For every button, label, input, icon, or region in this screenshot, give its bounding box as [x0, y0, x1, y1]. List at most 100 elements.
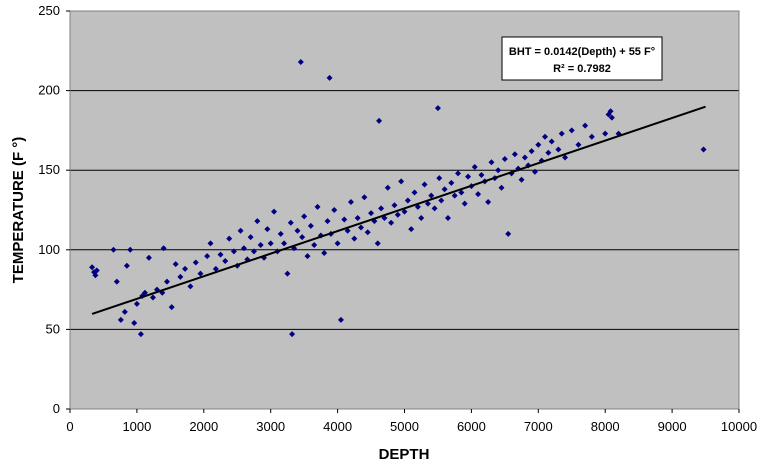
data-point: [121, 308, 128, 315]
data-point: [284, 270, 291, 277]
data-point: [398, 178, 405, 185]
data-point: [351, 235, 358, 242]
data-point: [428, 192, 435, 199]
data-point: [187, 283, 194, 290]
data-point: [307, 222, 314, 229]
y-tick-label: 200: [38, 83, 60, 98]
data-point: [401, 208, 408, 215]
x-tick-label: 0: [66, 419, 73, 434]
data-point: [137, 331, 144, 338]
data-point: [172, 261, 179, 268]
data-point: [485, 199, 492, 206]
data-point: [164, 278, 171, 285]
data-point: [304, 253, 311, 260]
data-point: [575, 141, 582, 148]
x-tick-label: 6000: [457, 419, 486, 434]
data-point: [160, 245, 167, 252]
data-point: [145, 254, 152, 261]
data-point: [197, 270, 204, 277]
data-point: [212, 265, 219, 272]
data-point: [204, 253, 211, 260]
data-point: [545, 149, 552, 156]
data-point: [518, 176, 525, 183]
data-point: [465, 173, 472, 180]
data-point: [436, 175, 443, 182]
data-point: [364, 229, 371, 236]
data-point: [388, 219, 395, 226]
data-point: [311, 242, 318, 249]
data-point: [334, 240, 341, 247]
x-tick-label: 2000: [189, 419, 218, 434]
data-point: [441, 186, 448, 193]
data-point: [294, 227, 301, 234]
data-point: [358, 224, 365, 231]
data-point: [404, 197, 411, 204]
data-point: [374, 240, 381, 247]
data-point: [568, 127, 575, 134]
data-point: [192, 259, 199, 266]
data-point: [541, 133, 548, 140]
data-point: [257, 242, 264, 249]
data-point: [495, 167, 502, 174]
data-point: [488, 159, 495, 166]
data-point: [602, 130, 609, 137]
data-point: [127, 246, 134, 253]
data-point: [222, 257, 229, 264]
data-point: [411, 189, 418, 196]
data-point: [498, 184, 505, 191]
data-point: [250, 248, 257, 255]
data-point: [434, 105, 441, 112]
data-point: [331, 207, 338, 213]
data-point: [608, 114, 615, 121]
data-point: [182, 265, 189, 272]
data-point: [408, 226, 415, 233]
y-tick-labels: 0 50 100 150 200 250: [38, 3, 70, 416]
data-point: [207, 240, 214, 247]
data-point: [230, 248, 237, 255]
y-tick-label: 150: [38, 162, 60, 177]
data-point: [177, 273, 184, 280]
data-point: [478, 171, 485, 178]
data-point: [391, 202, 398, 209]
data-point: [458, 189, 465, 196]
data-point: [110, 246, 117, 253]
data-point: [289, 331, 296, 338]
data-point: [451, 192, 458, 199]
x-tick-label: 10000: [721, 419, 757, 434]
x-tick-label: 1000: [122, 419, 151, 434]
data-point: [528, 148, 535, 155]
data-point: [123, 262, 130, 269]
data-point: [421, 181, 428, 188]
data-point: [237, 227, 244, 234]
data-point: [277, 230, 284, 237]
x-tick-labels: 0 1000 2000 3000 4000 5000 6000 7000 8000 9000 100…: [66, 409, 757, 434]
data-point: [149, 294, 156, 301]
data-point: [448, 179, 455, 186]
data-point: [324, 218, 331, 225]
trendline: [91, 105, 706, 315]
x-tick-label: 7000: [524, 419, 553, 434]
data-point: [141, 289, 148, 296]
x-tick-label: 3000: [256, 419, 285, 434]
data-point: [378, 205, 385, 212]
data-point: [471, 164, 478, 171]
data-point: [314, 203, 321, 210]
equation-box: BHT = 0.0142(Depth) + 55 F° R² = 0.7982: [501, 36, 663, 81]
data-point: [501, 156, 508, 163]
data-point: [431, 205, 438, 212]
equation-label: BHT = 0.0142(Depth) + 55 F°: [509, 46, 655, 58]
data-point: [548, 138, 555, 145]
data-point: [117, 316, 124, 323]
y-tick-label: 100: [38, 242, 60, 257]
data-point: [301, 213, 308, 220]
data-point: [562, 154, 569, 161]
x-tick-label: 8000: [591, 419, 620, 434]
data-point: [344, 227, 351, 234]
data-point: [89, 264, 96, 271]
data-point: [131, 320, 138, 327]
data-point: [588, 133, 595, 140]
data-point: [113, 278, 120, 285]
data-point: [461, 200, 468, 207]
x-axis-title: DEPTH: [379, 446, 430, 463]
data-point: [347, 199, 354, 206]
